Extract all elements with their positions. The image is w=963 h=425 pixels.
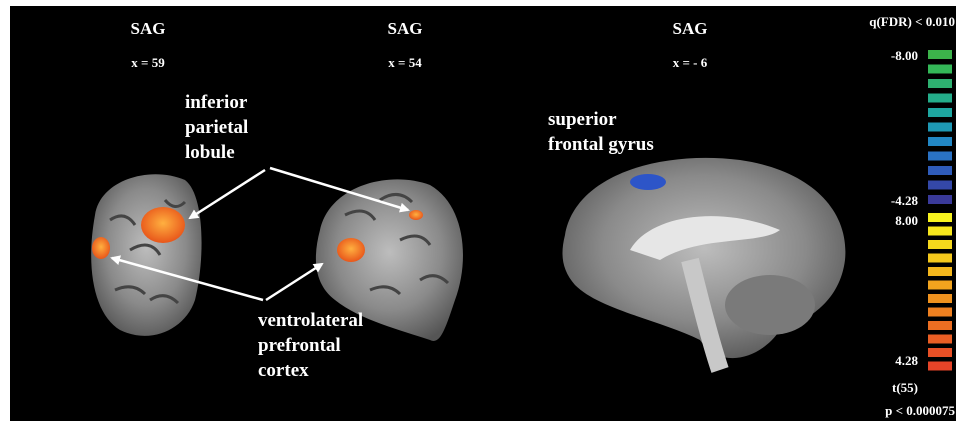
colorbar-swatch [928, 108, 952, 117]
activation-blob [92, 237, 110, 259]
colorbar-swatch [928, 152, 952, 161]
activation-blob [337, 238, 365, 262]
panel-view: SAG [673, 19, 708, 38]
annotation-line: lobule [185, 142, 235, 163]
colorbar-label: t(55) [892, 380, 918, 395]
annotation-line: inferior [185, 92, 248, 113]
colorbar-swatch [928, 254, 952, 263]
colorbar-swatch [928, 267, 952, 276]
annotation-line: ventrolateral [258, 310, 363, 331]
activation-blob [141, 207, 185, 243]
colorbar-swatch [928, 94, 952, 103]
colorbar-swatch [928, 281, 952, 290]
colorbar-swatch [928, 294, 952, 303]
colorbar-swatch [928, 362, 952, 371]
annotation-line: parietal [185, 117, 248, 138]
colorbar-swatch [928, 321, 952, 330]
colorbar-swatch [928, 213, 952, 222]
activation-blob [630, 174, 666, 190]
colorbar-swatch [928, 65, 952, 74]
colorbar-label: 4.28 [895, 353, 918, 368]
panel-coordinate: x = - 6 [673, 55, 708, 70]
panel-view: SAG [131, 19, 166, 38]
colorbar-label: -8.00 [891, 48, 918, 63]
colorbar-swatch [928, 308, 952, 317]
panel-view: SAG [388, 19, 423, 38]
figure: SAG x = 59 SAG x = 54 SAG x = - 6 inferior pari… [0, 0, 963, 425]
colorbar-swatch [928, 79, 952, 88]
colorbar-swatch [928, 348, 952, 357]
brain-slice-1 [91, 174, 201, 336]
colorbar-label: q(FDR) < 0.010 [869, 14, 955, 29]
colorbar-swatch [928, 50, 952, 59]
colorbar-swatch [928, 166, 952, 175]
colorbar-label: 8.00 [895, 213, 918, 228]
annotation-line: prefrontal [258, 335, 341, 356]
activation-blob [409, 210, 423, 220]
colorbar-label: p < 0.000075 [885, 403, 955, 418]
panel-coordinate: x = 54 [388, 55, 422, 70]
annotation-line: cortex [258, 360, 309, 381]
panel-coordinate: x = 59 [131, 55, 165, 70]
colorbar-swatch [928, 335, 952, 344]
colorbar-swatch [928, 181, 952, 190]
colorbar-label: -4.28 [891, 193, 919, 208]
annotation-line: frontal gyrus [548, 134, 654, 155]
colorbar-swatch [928, 240, 952, 249]
colorbar-swatch [928, 123, 952, 132]
colorbar-swatch [928, 195, 952, 204]
colorbar-swatch [928, 227, 952, 236]
annotation-line: superior [548, 109, 617, 130]
colorbar-swatch [928, 137, 952, 146]
